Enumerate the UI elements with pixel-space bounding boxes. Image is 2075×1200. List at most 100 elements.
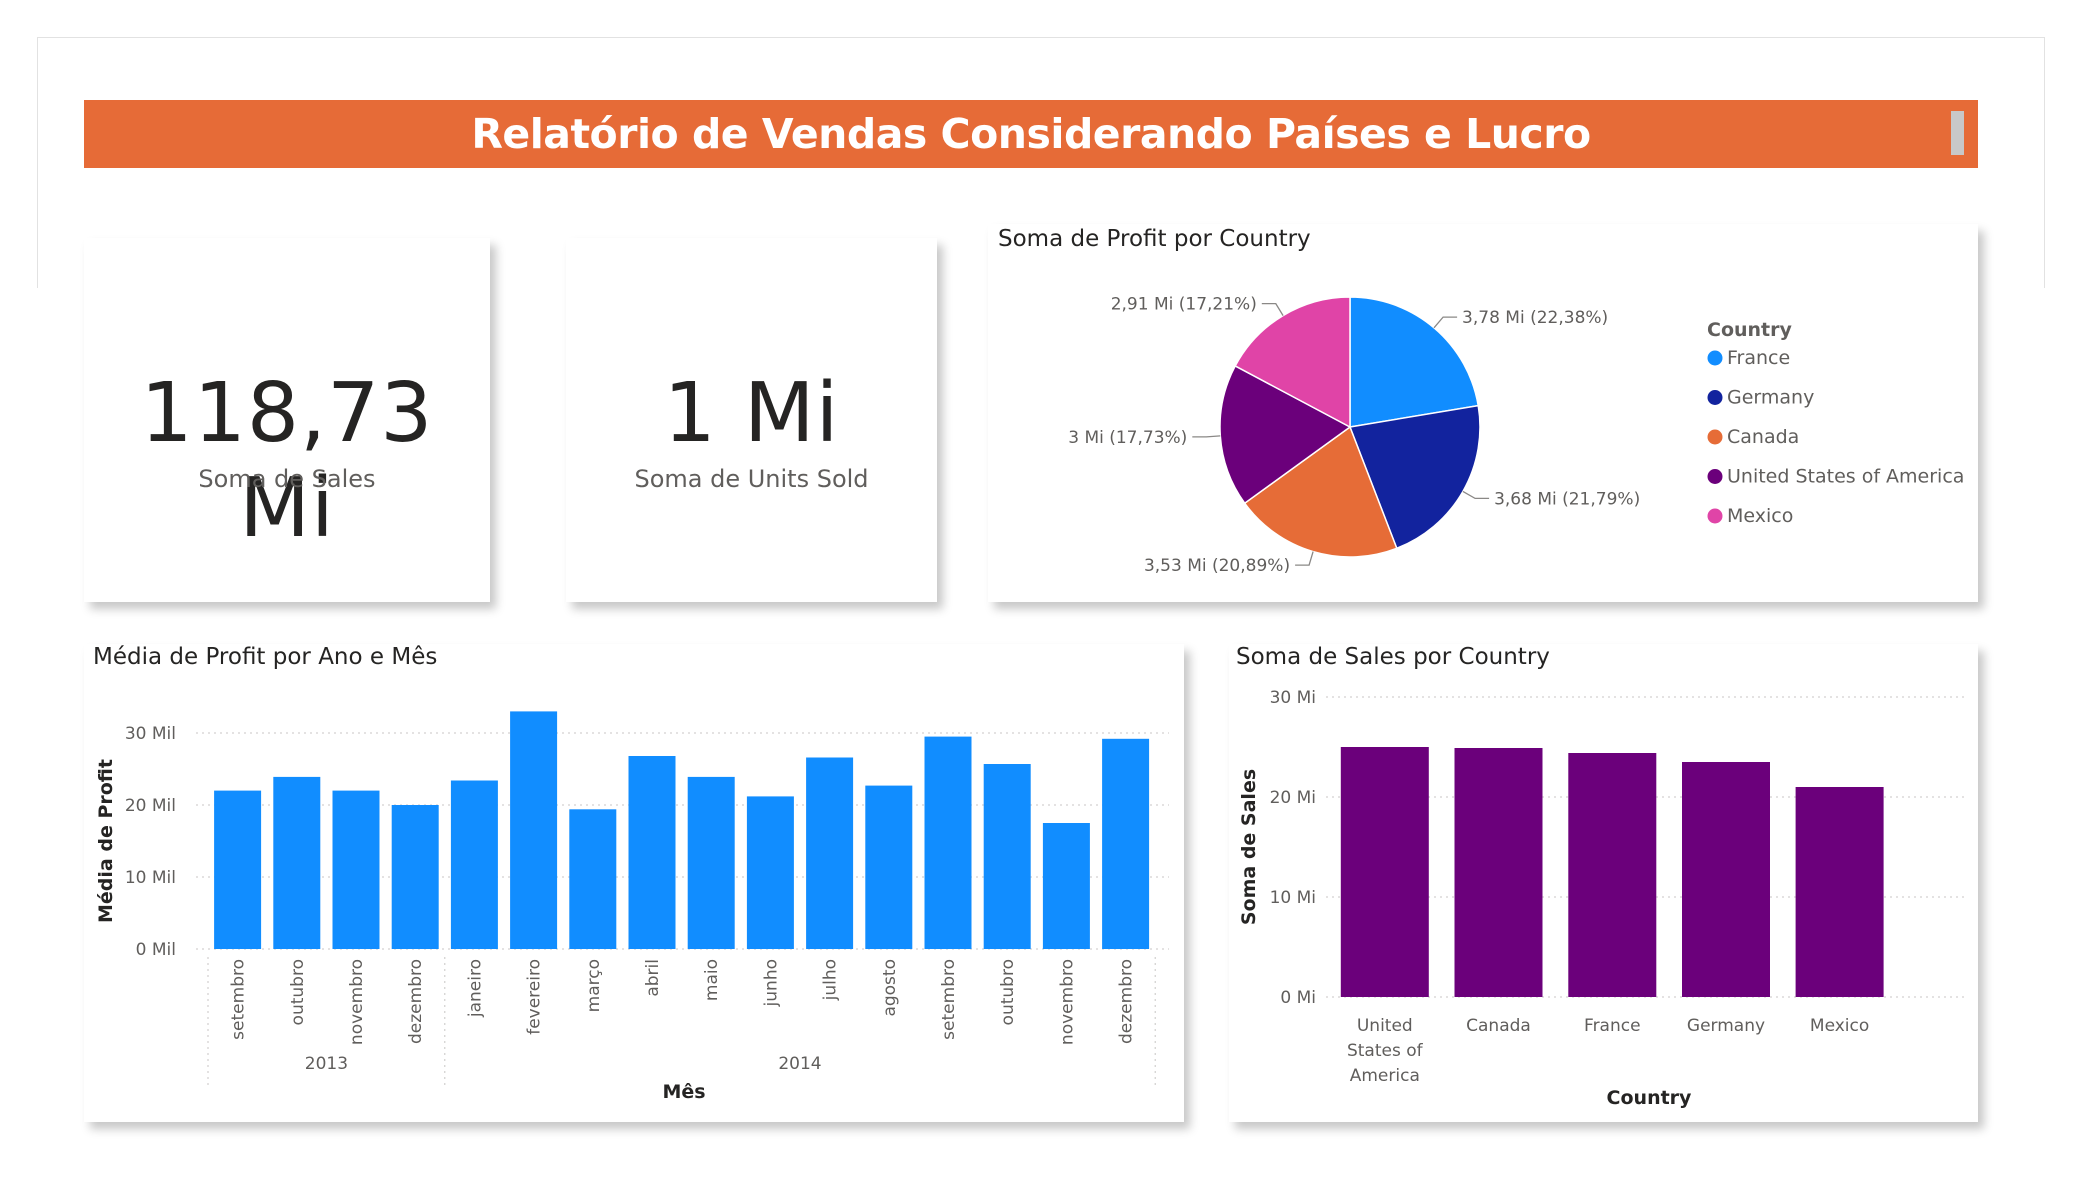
x-tick-label: setembro <box>939 959 959 1040</box>
x-tick-label: março <box>584 959 604 1012</box>
bar-month <box>865 785 913 949</box>
legend-item-label: France <box>1727 347 1790 369</box>
x-tick-label: julho <box>821 959 841 1001</box>
x-tick-label: janeiro <box>465 959 485 1018</box>
legend-item-label: United States of America <box>1727 466 1964 488</box>
legend-title: Country <box>1707 319 1793 341</box>
report-title: Relatório de Vendas Considerando Países … <box>471 110 1591 158</box>
x-tick-label: setembro <box>229 959 249 1040</box>
legend-marker-icon <box>1707 390 1723 405</box>
bar-month <box>332 790 380 949</box>
pie-data-label: 3,68 Mi (21,79%) <box>1494 489 1640 509</box>
country-sales-chart: 0 Mi 10 Mi 20 Mi 30 Mi Soma de Sales United St… <box>1238 688 1964 1109</box>
bar-month <box>1102 738 1150 949</box>
bar-country <box>1682 762 1770 997</box>
x-tick-label: novembro <box>1057 959 1077 1045</box>
x-tick-label: maio <box>702 959 722 1001</box>
legend-item-label: Canada <box>1727 426 1799 448</box>
report-title-banner: Relatório de Vendas Considerando Países … <box>84 100 1978 168</box>
pie-data-label: 2,91 Mi (17,21%) <box>1111 295 1257 315</box>
pie-slice-germany <box>1348 404 1481 550</box>
x-tick-label: dezembro <box>1117 959 1137 1044</box>
bar-month <box>806 757 854 949</box>
y-tick-label: 20 Mil <box>125 796 176 816</box>
pie-leader-line <box>1261 302 1284 316</box>
bar-country <box>1340 747 1429 997</box>
x-tick-label: outubro <box>998 959 1018 1025</box>
x-tick-label: agosto <box>880 959 900 1017</box>
bar-month <box>924 736 972 949</box>
kpi-label-units: Soma de Units Sold <box>634 465 869 493</box>
pie-chart: 3,78 Mi (22,38%) 3,68 Mi (21,79%) 3,53 Mi … <box>1068 295 1964 577</box>
y-tick-label: 0 Mil <box>136 940 176 960</box>
bar-country <box>1795 787 1884 997</box>
x-tick-label: dezembro <box>406 959 426 1044</box>
x-tick-label: fevereiro <box>525 959 545 1035</box>
pie-data-label: 3,78 Mi (22,38%) <box>1462 308 1608 328</box>
kpi-label-sales: Soma de Sales <box>198 465 376 493</box>
pie-chart-card[interactable]: Soma de Profit por Country 3,78 Mi (22,3… <box>988 224 1978 602</box>
y-axis-title: Média de Profit <box>95 759 117 923</box>
bar-country <box>1568 753 1657 997</box>
bar-month <box>450 780 498 949</box>
pie-leader-line <box>1295 551 1314 566</box>
y-tick-label: 30 Mil <box>125 724 176 744</box>
pie-slice-mexico <box>1234 296 1351 429</box>
y-tick-label: 10 Mil <box>125 868 176 888</box>
kpi-value-units: 1 Mi <box>663 366 840 461</box>
bar-month <box>391 805 439 949</box>
x-tick-label: abril <box>643 959 663 997</box>
pie-slice-france <box>1349 296 1480 428</box>
pie-leader-line <box>1192 435 1221 438</box>
pie-leader-line <box>1462 490 1490 500</box>
x-tick-label: novembro <box>347 959 367 1045</box>
scroll-handle[interactable] <box>1951 111 1964 155</box>
y-tick-label: 10 Mi <box>1270 888 1316 908</box>
x-tick-label: Germany <box>1687 1016 1765 1036</box>
x-group-label: 2013 <box>305 1054 348 1074</box>
x-tick-label: Mexico <box>1810 1016 1869 1036</box>
bar-month <box>214 790 262 949</box>
legend-marker-icon <box>1707 429 1723 445</box>
y-tick-label: 30 Mi <box>1270 688 1316 708</box>
report-canvas-frame <box>37 37 2045 288</box>
monthly-profit-chart: 0 Mil 10 Mil 20 Mil 30 Mil Média de Profit se… <box>95 711 1169 1103</box>
bar-month <box>628 756 676 949</box>
pie-leader-line <box>1433 316 1458 329</box>
kpi-value-sales: 118,73 Mi <box>140 366 434 556</box>
monthly-profit-title: Média de Profit por Ano e Mês <box>93 644 438 670</box>
bar-month <box>273 776 321 949</box>
monthly-profit-card[interactable]: Média de Profit por Ano e Mês 0 Mil 10 Mi… <box>84 644 1184 1122</box>
x-axis-title: Country <box>1607 1087 1693 1109</box>
x-tick-label: France <box>1584 1016 1641 1036</box>
country-sales-card[interactable]: Soma de Sales por Country 0 Mi 10 Mi 20 Mi… <box>1229 644 1978 1122</box>
pie-data-label: 3 Mi (17,73%) <box>1068 428 1187 448</box>
bar-month <box>746 796 794 949</box>
x-axis-title: Mês <box>662 1081 705 1103</box>
pie-chart-title: Soma de Profit por Country <box>998 226 1311 252</box>
bar-month <box>569 809 617 949</box>
legend-item-label: Germany <box>1727 387 1814 409</box>
bar-month <box>687 776 735 949</box>
bar-country <box>1454 748 1543 997</box>
pie-slice-united-states-of-america <box>1219 364 1352 505</box>
bar-month <box>510 711 558 949</box>
legend-item-label: Mexico <box>1727 505 1793 527</box>
x-tick-label: United States of America <box>1347 1016 1424 1086</box>
x-tick-label: junho <box>761 959 781 1007</box>
bar-month <box>1042 823 1090 949</box>
kpi-card-sales[interactable]: 118,73 Mi Soma de Sales <box>84 238 490 602</box>
legend-marker-icon <box>1707 469 1723 484</box>
pie-data-label: 3,53 Mi (20,89%) <box>1144 556 1290 576</box>
x-tick-label: Canada <box>1466 1016 1531 1036</box>
y-axis-title: Soma de Sales <box>1238 769 1260 925</box>
legend-marker-icon <box>1707 508 1723 524</box>
kpi-card-units[interactable]: 1 Mi Soma de Units Sold <box>566 238 937 602</box>
x-group-label: 2014 <box>778 1054 821 1074</box>
legend-marker-icon <box>1707 350 1723 366</box>
y-tick-label: 20 Mi <box>1270 788 1316 808</box>
x-tick-label: outubro <box>288 959 308 1025</box>
y-tick-label: 0 Mi <box>1280 988 1316 1008</box>
bar-month <box>983 764 1031 949</box>
country-sales-title: Soma de Sales por Country <box>1236 644 1550 670</box>
